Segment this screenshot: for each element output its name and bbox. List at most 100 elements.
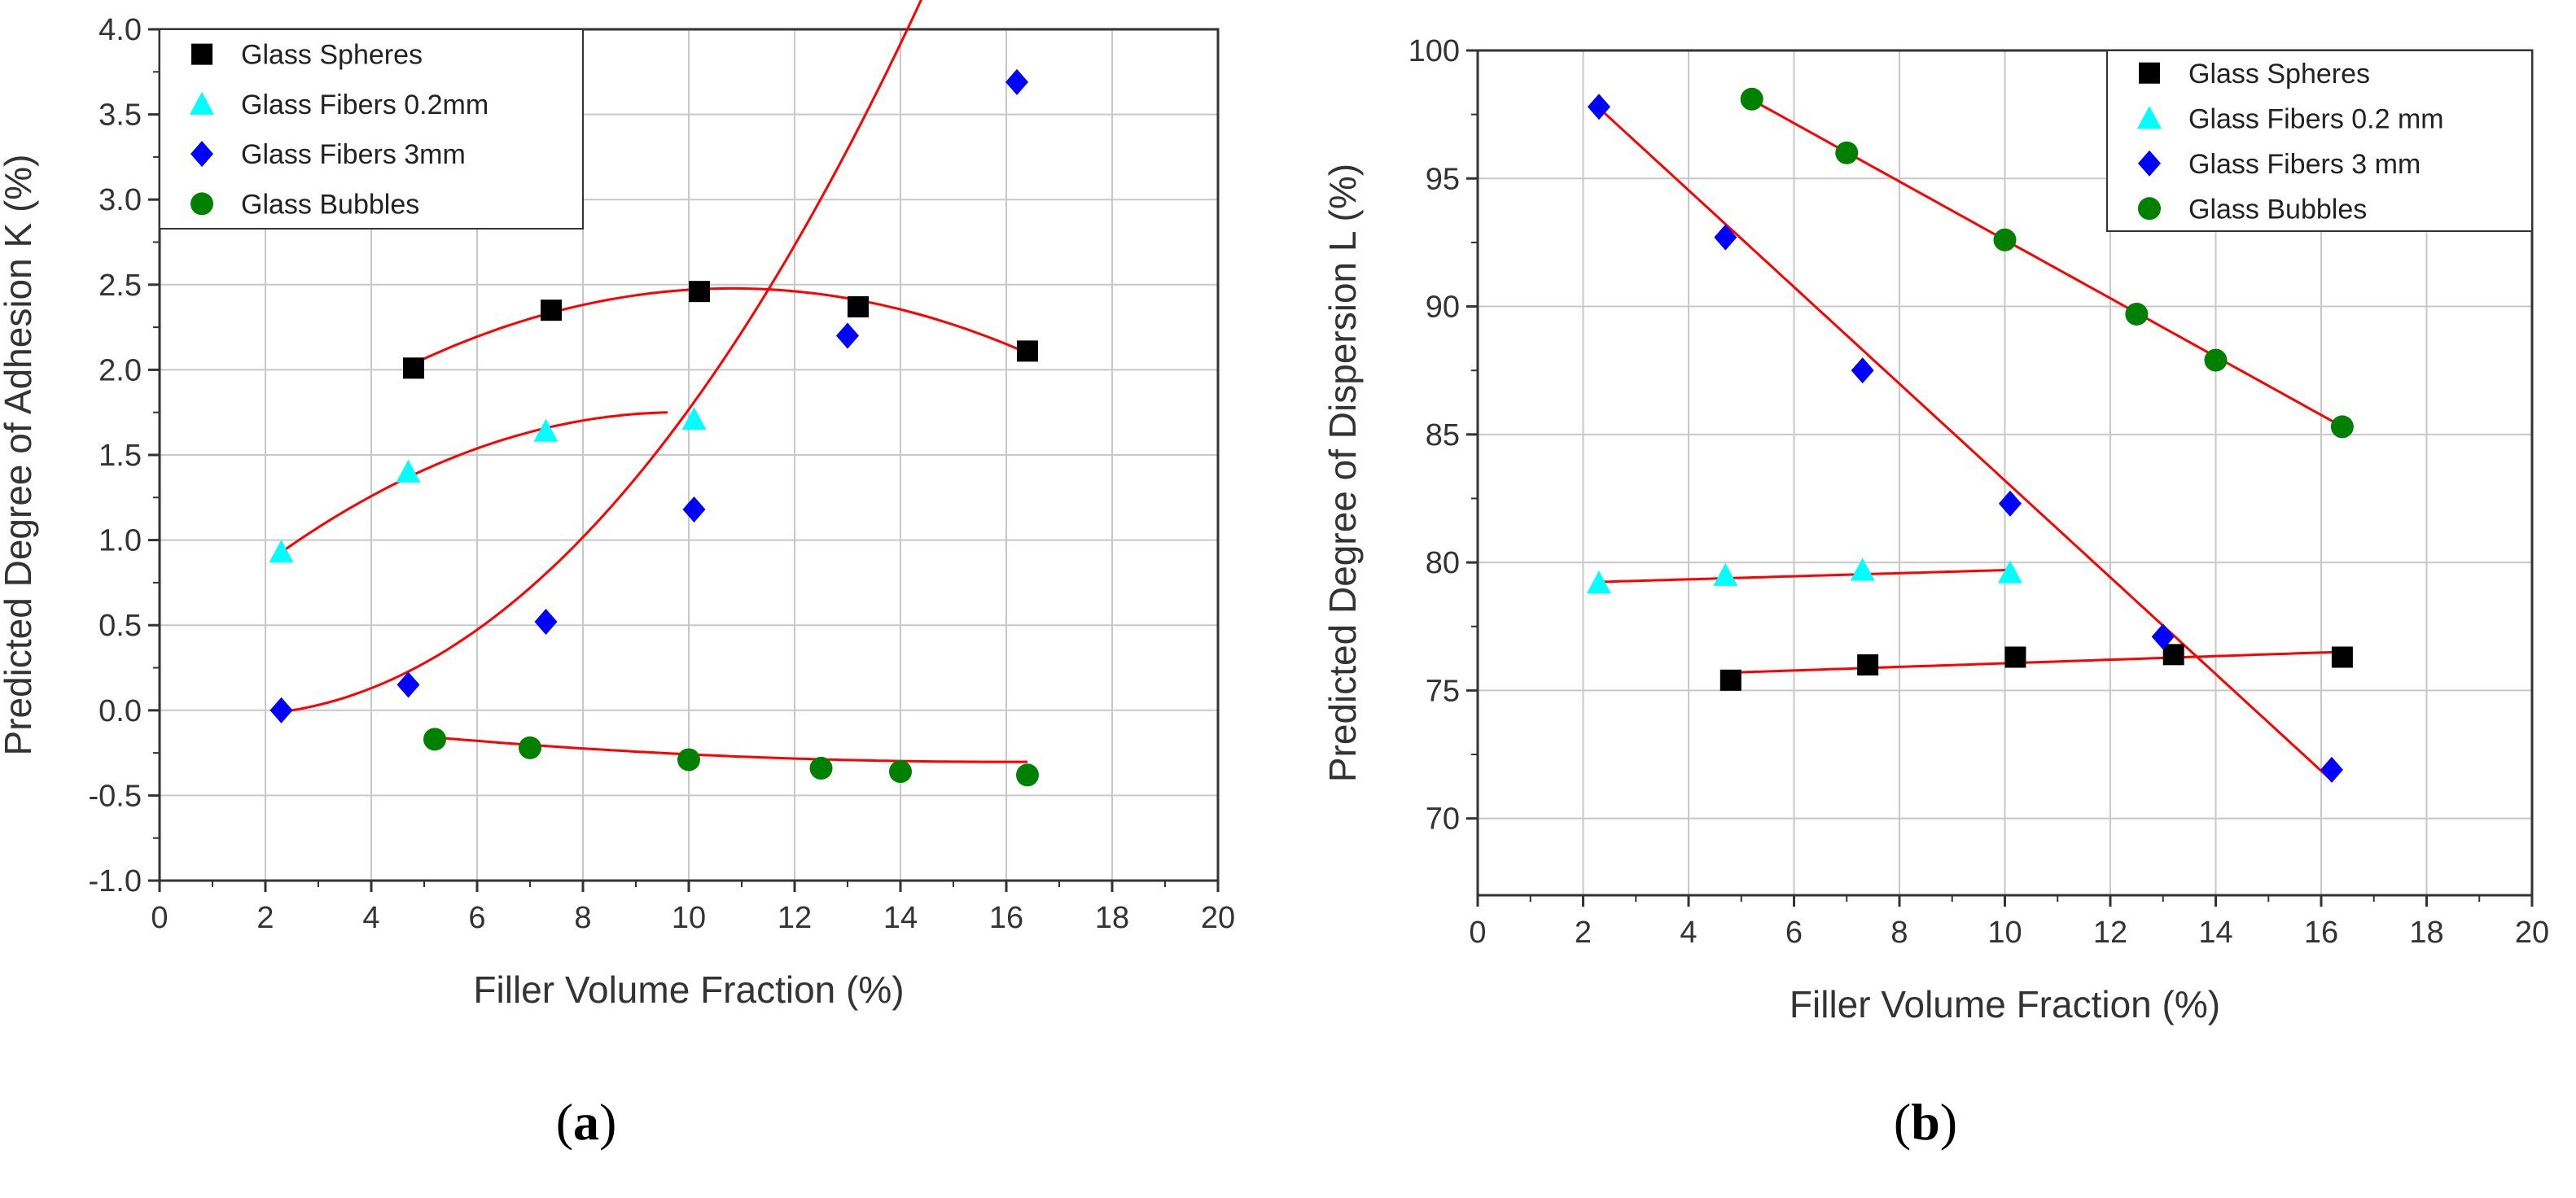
c1-xtick-label-8: 16 [2304, 916, 2338, 950]
panel-a-open-paren: ( [556, 1093, 573, 1151]
panel-label-a: (a) [556, 1093, 617, 1151]
c0-xtick-label-5: 10 [672, 901, 706, 935]
c1-gridlines [1478, 50, 2532, 895]
c0-ytick-label-1: -0.5 [89, 779, 142, 813]
c1-legend-marker-2 [2138, 150, 2161, 177]
c1-s0-point-2 [2004, 646, 2026, 668]
c0-s1-point-2 [533, 418, 559, 442]
c1-s2-point-3 [1998, 490, 2022, 517]
c1-s0-point-0 [1720, 669, 1741, 691]
c0-series-2 [269, 68, 1028, 724]
c0-xtick-label-1: 2 [256, 901, 274, 935]
panel-b-close-paren: ) [1940, 1093, 1957, 1151]
panel-a-close-paren: ) [599, 1093, 616, 1151]
c0-xtick-label-0: 0 [151, 901, 168, 935]
c0-legend-label-3: Glass Bubbles [241, 189, 419, 220]
c1-y-axis-title: Predicted Degree of Dispersion L (%) [1321, 164, 1364, 782]
c1-xtick-label-7: 14 [2198, 916, 2232, 950]
c0-s0-point-1 [541, 300, 562, 321]
c0-s3-point-3 [809, 756, 833, 780]
c1-s1-point-1 [1713, 562, 1738, 586]
c0-legend-marker-0 [191, 43, 212, 65]
c0-y-axis-title: Predicted Degree of Adhesion K (%) [0, 155, 39, 756]
c1-xtick-label-9: 18 [2409, 916, 2443, 950]
c1-s3-point-5 [2330, 415, 2354, 439]
c0-legend-marker-2 [191, 141, 213, 168]
c1-xtick-label-5: 10 [1987, 916, 2022, 950]
c0-s2-point-0 [269, 697, 293, 724]
c1-legend-label-2: Glass Fibers 3 mm [2188, 149, 2420, 180]
c0-ytick-label-6: 2.0 [99, 353, 142, 387]
c1-xtick-label-2: 4 [1680, 916, 1697, 950]
c1-xtick-label-3: 6 [1785, 916, 1803, 950]
c1-legend-marker-1 [2137, 106, 2162, 129]
c1-ytick-label-0: 70 [1426, 802, 1460, 837]
c0-legend-label-2: Glass Fibers 3mm [241, 139, 466, 170]
c1-s2-point-1 [1714, 224, 1737, 251]
c0-s2-point-5 [1005, 68, 1028, 95]
c0-fit-line-1 [280, 411, 668, 553]
c0-xtick-label-10: 20 [1201, 901, 1235, 935]
c1-series-1 [1586, 557, 2022, 594]
c0-s2-point-1 [396, 671, 420, 698]
c0-ytick-label-2: 0.0 [99, 694, 142, 728]
c1-series-3 [1740, 87, 2354, 439]
c1-s0-point-1 [1857, 654, 1879, 676]
c0-ytick-label-10: 4.0 [99, 13, 142, 47]
c0-xtick-label-9: 18 [1095, 901, 1129, 935]
c0-legend-box [159, 28, 584, 230]
c1-ytick-label-5: 95 [1426, 162, 1460, 196]
c0-ytick-label-7: 2.5 [99, 269, 142, 303]
c0-s3-point-1 [519, 736, 541, 759]
c0-ytick-label-9: 3.5 [99, 98, 142, 133]
c0-s2-point-2 [534, 609, 558, 636]
c1-ytick-label-1: 75 [1426, 674, 1460, 708]
chart-a-adhesion: 0 2 4 6 8 10 12 14 16 18 20 -1.0 -0.5 0.0 0.5 1.0 1.5 2.0… [0, 0, 1235, 1011]
c0-xtick-label-7: 14 [883, 901, 918, 935]
c0-s2-point-4 [836, 322, 859, 349]
c0-s1-point-1 [396, 459, 421, 483]
c0-fit-line-2 [281, 0, 922, 714]
c0-xtick-label-2: 4 [362, 901, 379, 935]
c0-s0-point-3 [848, 295, 869, 317]
c0-xtick-label-3: 6 [468, 901, 485, 935]
c1-legend: Glass Spheres Glass Fibers 0.2 mm Glass Fi… [2106, 50, 2533, 232]
c1-legend-label-0: Glass Spheres [2188, 59, 2370, 90]
c1-s2-point-4 [2151, 623, 2175, 650]
c0-legend-marker-1 [190, 91, 214, 115]
c0-s3-point-0 [423, 728, 446, 751]
c1-s2-point-2 [1851, 357, 1874, 384]
c1-xtick-label-10: 20 [2515, 916, 2549, 950]
c0-ytick-label-4: 1.0 [99, 524, 142, 558]
c1-series-2 [1587, 94, 2343, 783]
chart-b-dispersion: 0 2 4 6 8 10 12 14 16 18 20 70 75 80 85 90 95 100 Filler V… [1321, 34, 2549, 1025]
c0-series-3 [423, 728, 1039, 787]
c0-legend: Glass Spheres Glass Fibers 0.2mm Glass Fib… [159, 28, 584, 230]
c0-s3-point-5 [1016, 763, 1039, 787]
c0-xtick-label-4: 8 [574, 901, 591, 935]
c1-s1-point-3 [1997, 560, 2022, 584]
c1-ytick-label-2: 80 [1426, 546, 1460, 580]
c0-ytick-label-0: -1.0 [89, 864, 142, 898]
c0-ytick-label-3: 0.5 [99, 609, 142, 643]
c1-fit-line-1 [1598, 568, 2011, 584]
c0-xtick-label-6: 12 [778, 901, 812, 935]
c1-xtick-label-6: 12 [2093, 916, 2127, 950]
c1-fit-line-0 [1730, 650, 2342, 674]
c1-s2-point-5 [2320, 756, 2343, 783]
c1-s1-point-0 [1586, 571, 1611, 594]
c1-legend-marker-3 [2138, 197, 2161, 221]
c0-series-0 [403, 281, 1038, 379]
c0-s1-point-0 [269, 540, 294, 563]
c1-s3-point-0 [1740, 87, 1763, 111]
c1-series-0 [1720, 644, 2353, 691]
c0-xtick-label-8: 16 [989, 901, 1023, 935]
c1-ytick-label-6: 100 [1408, 34, 1460, 68]
c0-legend-label-1: Glass Fibers 0.2mm [241, 90, 488, 120]
c1-s3-point-2 [1993, 228, 2017, 251]
c0-s0-point-0 [403, 357, 424, 379]
c1-ytick-label-3: 85 [1426, 418, 1460, 453]
c1-s0-point-3 [2162, 644, 2184, 666]
c0-s1-point-3 [681, 407, 707, 431]
c1-s3-point-4 [2204, 348, 2228, 372]
